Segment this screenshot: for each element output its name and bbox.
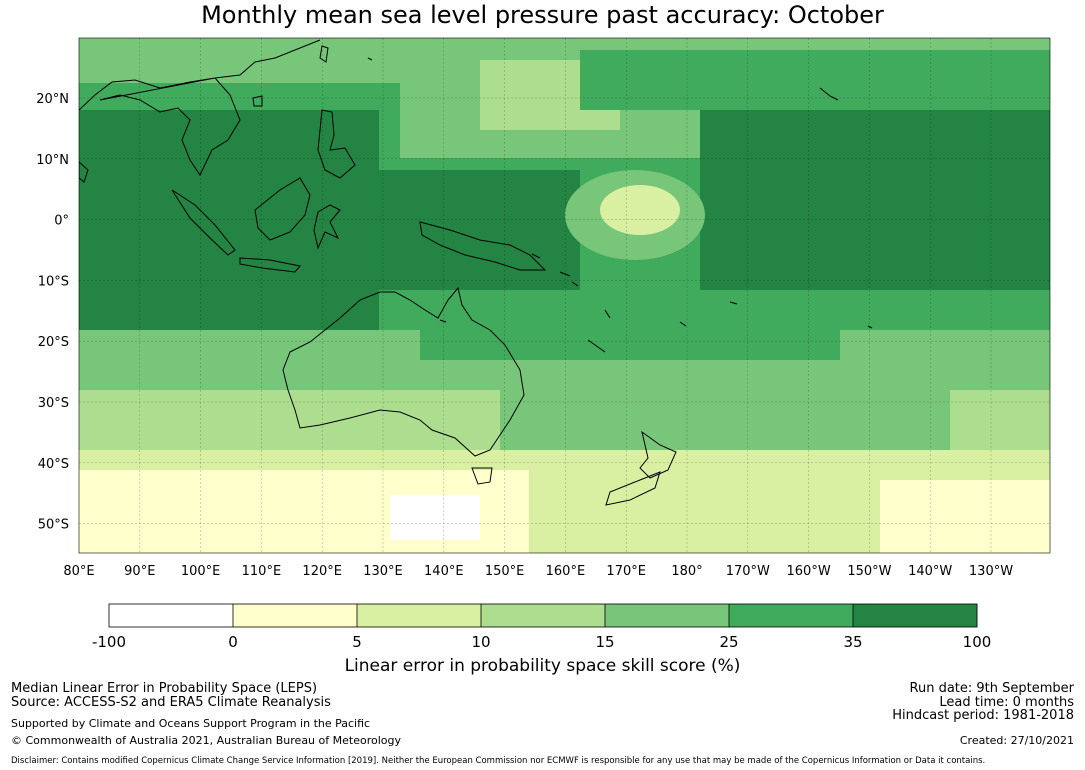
sumatra-coast	[171, 189, 236, 256]
colorbar-swatch	[853, 604, 978, 627]
colorbar-tick-label: 5	[352, 633, 362, 651]
australia-coast	[282, 286, 525, 457]
lon-tick-label: 130°E	[363, 564, 403, 579]
colorbar-tick-label: 15	[595, 633, 614, 651]
lat-tick-label: 10°N	[36, 153, 69, 168]
pacific-islands	[367, 57, 873, 353]
map-frame	[78, 37, 1051, 554]
lat-tick-label: 0°	[54, 214, 69, 229]
lon-tick-label: 90°E	[124, 564, 155, 579]
footer-disclaimer: Disclaimer: Contains modified Copernicus…	[11, 756, 986, 766]
lon-tick-label: 160°W	[787, 564, 831, 579]
philippines-coast	[317, 109, 356, 179]
latitude-labels: 20°N 10°N 0° 10°S 20°S 30°S 40°S 50°S	[36, 92, 69, 533]
lat-tick-label: 20°S	[38, 335, 69, 350]
lat-tick-label: 20°N	[36, 92, 69, 107]
colorbar-label: Linear error in probability space skill …	[344, 656, 741, 676]
java-coast	[239, 257, 301, 273]
lon-tick-label: 160°E	[546, 564, 586, 579]
lon-tick-label: 170°E	[606, 564, 646, 579]
map-title: Monthly mean sea level pressure past acc…	[201, 1, 884, 29]
lon-tick-label: 120°E	[302, 564, 342, 579]
colorbar-tick-label: 10	[471, 633, 490, 651]
footer-source: Source: ACCESS-S2 and ERA5 Climate Reana…	[11, 695, 331, 710]
lon-tick-label: 140°E	[424, 564, 464, 579]
coastlines	[79, 39, 873, 506]
colorbar-tick-label: -100	[92, 633, 126, 651]
colorbar-tick-label: 100	[963, 633, 992, 651]
footer-copyright: © Commonwealth of Australia 2021, Austra…	[11, 734, 401, 747]
footer-run-date: Run date: 9th September	[909, 681, 1074, 696]
sulawesi-coast	[313, 204, 341, 250]
colorbar-swatch	[481, 604, 606, 627]
lon-tick-label: 150°E	[485, 564, 525, 579]
taiwan-coast	[319, 45, 329, 63]
longitude-labels: 80°E 90°E 100°E 110°E 120°E 130°E 140°E 150°E 16…	[63, 564, 1013, 579]
borneo-coast	[254, 177, 311, 241]
colorbar-swatch	[233, 604, 358, 627]
skill-field	[79, 38, 1050, 553]
graticule	[79, 38, 1050, 553]
lon-tick-label: 100°E	[181, 564, 221, 579]
colorbar-tick-label: 0	[228, 633, 238, 651]
colorbar-tick-label: 35	[843, 633, 862, 651]
hainan-coast	[252, 95, 263, 107]
lon-tick-label: 80°E	[63, 564, 94, 579]
lon-tick-label: 150°W	[847, 564, 891, 579]
colorbar	[108, 603, 978, 628]
lon-tick-label: 180°	[671, 564, 702, 579]
tasmania-coast	[471, 467, 493, 485]
lat-tick-label: 40°S	[38, 457, 69, 472]
colorbar-swatch	[729, 604, 854, 627]
colorbar-tick-label: 25	[719, 633, 738, 651]
colorbar-swatch	[357, 604, 482, 627]
lon-tick-label: 110°E	[242, 564, 282, 579]
lat-tick-label: 50°S	[38, 518, 69, 533]
new-zealand-coast	[605, 430, 677, 506]
footer-created: Created: 27/10/2021	[959, 734, 1074, 747]
lat-tick-label: 30°S	[38, 396, 69, 411]
colorbar-ticks: -100 0 5 10 15 25 35 100	[92, 633, 991, 651]
footer-support: Supported by Climate and Oceans Support …	[11, 717, 371, 730]
footer-hindcast: Hindcast period: 1981-2018	[892, 708, 1074, 723]
footer-leps: Median Linear Error in Probability Space…	[11, 681, 318, 696]
colorbar-swatch	[605, 604, 730, 627]
colorbar-frame	[108, 603, 978, 628]
asia-coast	[79, 39, 321, 177]
footer-lead-time: Lead time: 0 months	[939, 695, 1074, 710]
new-guinea-coast	[419, 221, 547, 271]
sri-lanka-coast	[79, 161, 89, 183]
lat-tick-label: 10°S	[38, 274, 69, 289]
colorbar-swatch	[109, 604, 234, 627]
lon-tick-label: 130°W	[969, 564, 1013, 579]
lon-tick-label: 140°W	[908, 564, 952, 579]
lon-tick-label: 170°W	[726, 564, 770, 579]
